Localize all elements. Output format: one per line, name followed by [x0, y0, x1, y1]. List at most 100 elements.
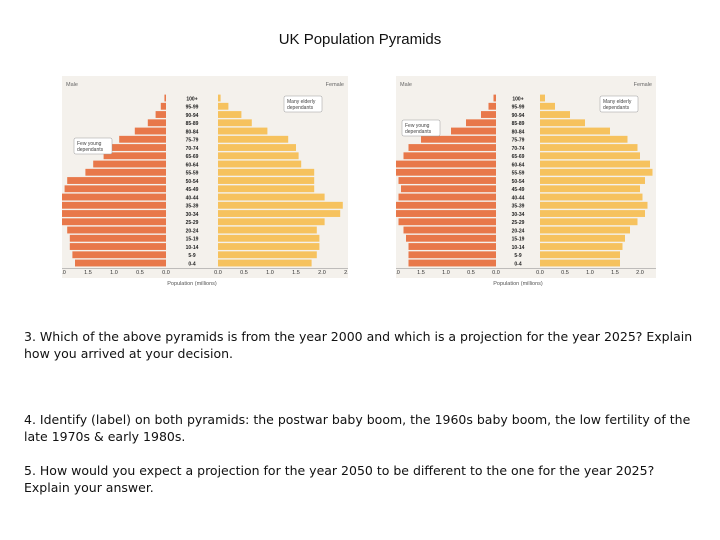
- c1-female-bar-0-4: [218, 259, 312, 267]
- c1-female-bar-40-44: [218, 193, 325, 201]
- c2-female-bar-85-89: [540, 119, 585, 127]
- c1-female-bar-50-54: [218, 177, 315, 184]
- c1-male-bar-85-89: [147, 119, 166, 127]
- c1-age-label-50-54: 50-54: [186, 179, 199, 185]
- c2-male-bar-45-49: [401, 185, 496, 193]
- c1-tick-left-4: 0.5: [136, 270, 144, 276]
- c2-female-bar-25-29: [540, 218, 638, 226]
- c1-age-label-80-84: 80-84: [186, 129, 199, 135]
- c1-male-label: Male: [66, 82, 78, 88]
- c1-male-bar-15-19: [69, 234, 166, 242]
- c2-male-bar-30-34: [396, 210, 496, 217]
- c1-female-bar-100+: [218, 94, 221, 102]
- c1-annotation-text-1-1: dependants: [287, 105, 314, 111]
- c1-tick-left-2: 1.5: [84, 270, 92, 276]
- c1-female-bar-90-94: [218, 111, 242, 118]
- c2-female-label: Female: [634, 82, 652, 88]
- c2-female-bar-80-84: [540, 127, 610, 135]
- c1-female-label: Female: [326, 82, 344, 88]
- c2-annotation-box-0: [401, 119, 441, 137]
- c1-male-bar-50-54: [67, 177, 166, 184]
- c1-female-bar-10-14: [218, 243, 320, 250]
- c1-female-bar-5-9: [218, 251, 317, 259]
- c1-male-bar-80-84: [134, 127, 166, 135]
- c2-female-bar-100+: [540, 94, 545, 102]
- c2-x-axis-label: Population (millions): [493, 281, 543, 287]
- c1-age-label-70-74: 70-74: [186, 146, 199, 152]
- c1-male-bar-20-24: [67, 226, 166, 234]
- c2-tick-right-3: 1.5: [611, 270, 619, 276]
- c1-annotation-text-1-0: Many elderly: [287, 99, 316, 105]
- c2-tick-right-1: 0.5: [561, 270, 569, 276]
- c1-male-bar-5-9: [72, 251, 166, 259]
- c1-age-label-100+: 100+: [186, 96, 197, 102]
- c2-female-bar-35-39: [540, 201, 648, 209]
- c2-age-label-45-49: 45-49: [512, 187, 525, 193]
- c1-tick-right-3: 1.5: [292, 270, 300, 276]
- c1-female-bar-85-89: [218, 119, 252, 127]
- c1-male-bar-65-69: [103, 152, 166, 160]
- c1-tick-left-1: 2.0: [62, 270, 66, 276]
- c2-age-label-25-29: 25-29: [512, 220, 525, 226]
- c2-male-label: Male: [400, 82, 412, 88]
- c1-female-bar-95-99: [218, 102, 229, 110]
- c1-age-label-20-24: 20-24: [186, 228, 199, 234]
- c1-age-label-90-94: 90-94: [186, 113, 199, 119]
- c2-age-label-35-39: 35-39: [512, 204, 525, 210]
- question-4: 4. Identify (label) on both pyramids: th…: [24, 412, 691, 444]
- c1-male-bar-10-14: [69, 243, 166, 250]
- c1-age-label-55-59: 55-59: [186, 171, 199, 177]
- c2-age-label-85-89: 85-89: [512, 121, 525, 127]
- c1-annotation-box-0: [73, 137, 113, 155]
- c2-male-bar-50-54: [398, 177, 496, 184]
- c2-tick-left-5: 0.0: [492, 270, 500, 276]
- c1-age-label-45-49: 45-49: [186, 187, 199, 193]
- c2-male-bar-60-64: [396, 160, 496, 168]
- c1-age-label-30-34: 30-34: [186, 212, 199, 218]
- c1-age-label-35-39: 35-39: [186, 204, 199, 210]
- c1-female-bar-55-59: [218, 168, 315, 176]
- c2-female-bar-30-34: [540, 210, 645, 217]
- c2-tick-left-1: 2.0: [396, 270, 400, 276]
- c1-age-label-40-44: 40-44: [186, 195, 199, 201]
- c2-female-bar-65-69: [540, 152, 640, 160]
- c1-female-bar-65-69: [218, 152, 299, 160]
- c1-age-label-0-4: 0-4: [188, 261, 195, 267]
- c2-age-label-95-99: 95-99: [512, 105, 525, 111]
- c1-tick-right-1: 0.5: [240, 270, 248, 276]
- c1-male-bar-45-49: [64, 185, 166, 193]
- c2-male-bar-40-44: [398, 193, 496, 201]
- c1-female-bar-35-39: [218, 201, 343, 209]
- c2-age-label-50-54: 50-54: [512, 179, 525, 185]
- c2-female-bar-45-49: [540, 185, 640, 193]
- c2-tick-left-2: 1.5: [417, 270, 425, 276]
- c1-tick-left-5: 0.0: [162, 270, 170, 276]
- c1-age-label-95-99: 95-99: [186, 105, 199, 111]
- c1-annotation-box-1: [283, 95, 323, 113]
- c1-tick-left-3: 1.0: [110, 270, 118, 276]
- c1-age-label-25-29: 25-29: [186, 220, 199, 226]
- pyramid-chart-1-svg: Male Female 100+ 95-99 90-94 85-89 80-84 75-79 7…: [62, 76, 348, 287]
- c1-female-bar-70-74: [218, 144, 296, 151]
- c1-female-bar-45-49: [218, 185, 315, 193]
- c1-male-bar-0-4: [75, 259, 166, 267]
- c1-male-bar-90-94: [155, 111, 166, 118]
- c2-age-label-55-59: 55-59: [512, 171, 525, 177]
- c2-annotation-text-0-0: Few young: [405, 123, 430, 129]
- c1-male-bar-40-44: [62, 193, 166, 201]
- c1-tick-right-0: 0.0: [214, 270, 222, 276]
- c2-female-bar-5-9: [540, 251, 620, 259]
- c2-female-bar-0-4: [540, 259, 620, 267]
- c2-age-label-10-14: 10-14: [512, 245, 525, 251]
- c1-annotation-text-0-1: dependants: [77, 147, 104, 153]
- c2-male-bar-0-4: [408, 259, 496, 267]
- c1-age-label-5-9: 5-9: [188, 253, 195, 259]
- c2-age-label-0-4: 0-4: [514, 261, 521, 267]
- c2-female-bar-40-44: [540, 193, 643, 201]
- c1-tick-right-2: 1.0: [266, 270, 274, 276]
- c1-female-bar-30-34: [218, 210, 341, 217]
- c2-tick-right-4: 2.0: [636, 270, 644, 276]
- c2-female-bar-70-74: [540, 144, 638, 151]
- c2-age-label-90-94: 90-94: [512, 113, 525, 119]
- c1-female-bar-15-19: [218, 234, 320, 242]
